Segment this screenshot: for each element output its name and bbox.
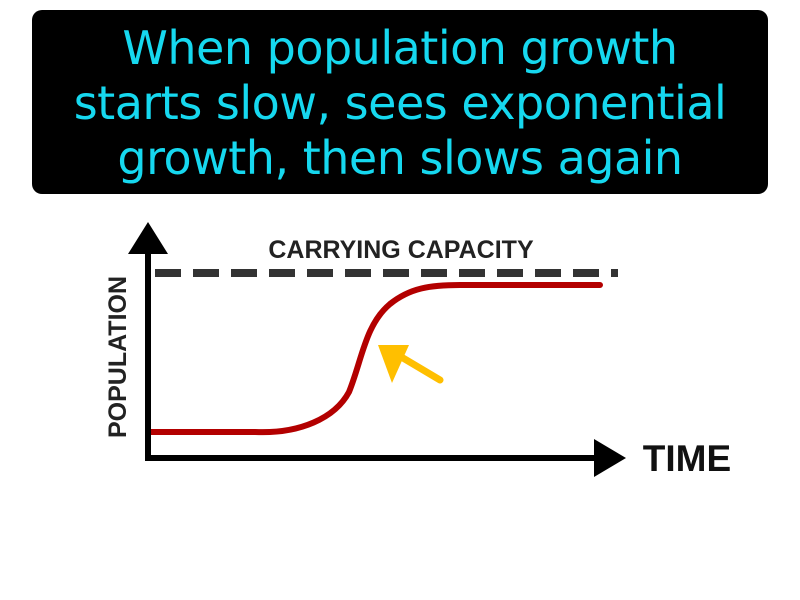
x-axis-label: TIME bbox=[643, 438, 731, 479]
carrying-capacity-label: CARRYING CAPACITY bbox=[268, 236, 534, 264]
y-axis-arrowhead bbox=[128, 222, 168, 254]
population-curve bbox=[147, 282, 603, 436]
y-axis-label: POPULATION bbox=[104, 276, 132, 438]
highlight-arrow-icon bbox=[378, 345, 444, 384]
caption-line-1: When population growth bbox=[122, 20, 678, 75]
definition-caption: When population growth starts slow, sees… bbox=[32, 10, 768, 194]
x-axis-arrowhead bbox=[594, 439, 626, 477]
caption-line-3: growth, then slows again bbox=[117, 130, 683, 185]
caption-line-2: starts slow, sees exponential bbox=[73, 75, 727, 130]
